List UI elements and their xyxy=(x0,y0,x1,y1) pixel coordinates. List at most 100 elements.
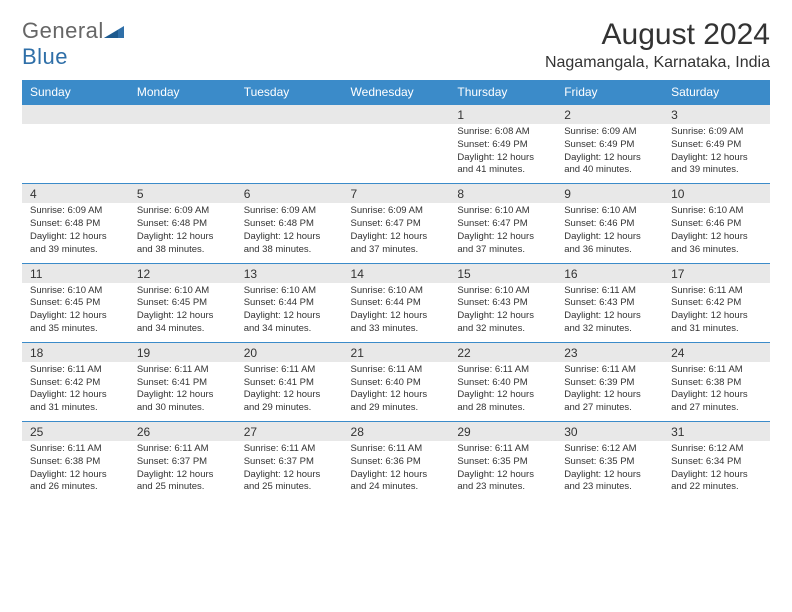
day-data: Sunrise: 6:11 AMSunset: 6:39 PMDaylight:… xyxy=(556,362,663,421)
day-number: 12 xyxy=(129,264,236,283)
day-data-row: Sunrise: 6:10 AMSunset: 6:45 PMDaylight:… xyxy=(22,283,770,343)
day-cell-data: Sunrise: 6:09 AMSunset: 6:47 PMDaylight:… xyxy=(343,203,450,263)
day-cell-number xyxy=(129,105,236,125)
day-cell-data: Sunrise: 6:10 AMSunset: 6:46 PMDaylight:… xyxy=(556,203,663,263)
day-cell-number: 25 xyxy=(22,422,129,442)
day-cell-number: 2 xyxy=(556,105,663,125)
day-data: Sunrise: 6:11 AMSunset: 6:40 PMDaylight:… xyxy=(449,362,556,421)
day-data: Sunrise: 6:08 AMSunset: 6:49 PMDaylight:… xyxy=(449,124,556,183)
day-number-row: 45678910 xyxy=(22,184,770,204)
day-cell-number: 4 xyxy=(22,184,129,204)
day-cell-number: 13 xyxy=(236,263,343,283)
day-cell-data: Sunrise: 6:10 AMSunset: 6:45 PMDaylight:… xyxy=(22,283,129,343)
day-cell-number: 1 xyxy=(449,105,556,125)
calendar-body: 123 Sunrise: 6:08 AMSunset: 6:49 PMDayli… xyxy=(22,105,770,501)
day-cell-number: 5 xyxy=(129,184,236,204)
day-cell-data: Sunrise: 6:10 AMSunset: 6:43 PMDaylight:… xyxy=(449,283,556,343)
calendar-page: GeneralBlue August 2024 Nagamangala, Kar… xyxy=(0,0,792,518)
day-number: 6 xyxy=(236,184,343,203)
day-data-row: Sunrise: 6:11 AMSunset: 6:38 PMDaylight:… xyxy=(22,441,770,500)
day-cell-number: 14 xyxy=(343,263,450,283)
day-cell-data: Sunrise: 6:11 AMSunset: 6:42 PMDaylight:… xyxy=(663,283,770,343)
day-data: Sunrise: 6:09 AMSunset: 6:48 PMDaylight:… xyxy=(129,203,236,262)
day-cell-data: Sunrise: 6:08 AMSunset: 6:49 PMDaylight:… xyxy=(449,124,556,184)
day-data: Sunrise: 6:11 AMSunset: 6:37 PMDaylight:… xyxy=(129,441,236,500)
day-data: Sunrise: 6:11 AMSunset: 6:41 PMDaylight:… xyxy=(129,362,236,421)
day-cell-number: 16 xyxy=(556,263,663,283)
day-cell-number: 26 xyxy=(129,422,236,442)
day-cell-number: 20 xyxy=(236,342,343,362)
weekday-header: Friday xyxy=(556,80,663,105)
day-cell-number: 9 xyxy=(556,184,663,204)
day-cell-data: Sunrise: 6:10 AMSunset: 6:46 PMDaylight:… xyxy=(663,203,770,263)
day-data: Sunrise: 6:12 AMSunset: 6:35 PMDaylight:… xyxy=(556,441,663,500)
day-number: 29 xyxy=(449,422,556,441)
day-cell-number: 7 xyxy=(343,184,450,204)
day-number: 28 xyxy=(343,422,450,441)
location: Nagamangala, Karnataka, India xyxy=(545,54,770,72)
day-data: Sunrise: 6:11 AMSunset: 6:38 PMDaylight:… xyxy=(22,441,129,500)
day-cell-data: Sunrise: 6:11 AMSunset: 6:37 PMDaylight:… xyxy=(236,441,343,500)
day-cell-data xyxy=(343,124,450,184)
day-number: 8 xyxy=(449,184,556,203)
day-number: 16 xyxy=(556,264,663,283)
day-number: 13 xyxy=(236,264,343,283)
day-data: Sunrise: 6:10 AMSunset: 6:45 PMDaylight:… xyxy=(22,283,129,342)
day-data: Sunrise: 6:11 AMSunset: 6:42 PMDaylight:… xyxy=(663,283,770,342)
day-number: 10 xyxy=(663,184,770,203)
day-number: 4 xyxy=(22,184,129,203)
day-cell-number xyxy=(236,105,343,125)
weekday-header: Wednesday xyxy=(343,80,450,105)
day-cell-data: Sunrise: 6:11 AMSunset: 6:41 PMDaylight:… xyxy=(129,362,236,422)
day-cell-data: Sunrise: 6:11 AMSunset: 6:42 PMDaylight:… xyxy=(22,362,129,422)
day-cell-data: Sunrise: 6:10 AMSunset: 6:47 PMDaylight:… xyxy=(449,203,556,263)
day-cell-data: Sunrise: 6:11 AMSunset: 6:38 PMDaylight:… xyxy=(22,441,129,500)
day-number: 31 xyxy=(663,422,770,441)
day-cell-number: 23 xyxy=(556,342,663,362)
day-cell-number: 3 xyxy=(663,105,770,125)
day-cell-number xyxy=(22,105,129,125)
day-cell-data xyxy=(129,124,236,184)
calendar-table: SundayMondayTuesdayWednesdayThursdayFrid… xyxy=(22,80,770,500)
header: GeneralBlue August 2024 Nagamangala, Kar… xyxy=(22,18,770,72)
day-cell-number: 31 xyxy=(663,422,770,442)
day-data: Sunrise: 6:10 AMSunset: 6:45 PMDaylight:… xyxy=(129,283,236,342)
day-number: 30 xyxy=(556,422,663,441)
day-number-row: 11121314151617 xyxy=(22,263,770,283)
day-data: Sunrise: 6:09 AMSunset: 6:47 PMDaylight:… xyxy=(343,203,450,262)
day-number-row: 25262728293031 xyxy=(22,422,770,442)
day-number: 5 xyxy=(129,184,236,203)
day-number: 22 xyxy=(449,343,556,362)
day-data: Sunrise: 6:11 AMSunset: 6:38 PMDaylight:… xyxy=(663,362,770,421)
day-data: Sunrise: 6:11 AMSunset: 6:35 PMDaylight:… xyxy=(449,441,556,500)
logo-text-general: General xyxy=(22,18,104,43)
day-cell-data: Sunrise: 6:11 AMSunset: 6:38 PMDaylight:… xyxy=(663,362,770,422)
logo-text: GeneralBlue xyxy=(22,18,124,70)
day-number: 26 xyxy=(129,422,236,441)
day-cell-number: 12 xyxy=(129,263,236,283)
day-data: Sunrise: 6:09 AMSunset: 6:48 PMDaylight:… xyxy=(22,203,129,262)
day-cell-number: 28 xyxy=(343,422,450,442)
day-cell-data: Sunrise: 6:11 AMSunset: 6:36 PMDaylight:… xyxy=(343,441,450,500)
day-cell-number: 29 xyxy=(449,422,556,442)
day-data: Sunrise: 6:09 AMSunset: 6:49 PMDaylight:… xyxy=(556,124,663,183)
logo-triangle-icon xyxy=(104,18,124,44)
day-cell-data: Sunrise: 6:10 AMSunset: 6:45 PMDaylight:… xyxy=(129,283,236,343)
day-cell-data: Sunrise: 6:09 AMSunset: 6:49 PMDaylight:… xyxy=(663,124,770,184)
day-cell-number: 22 xyxy=(449,342,556,362)
day-number: 24 xyxy=(663,343,770,362)
day-cell-data xyxy=(22,124,129,184)
day-number-row: 18192021222324 xyxy=(22,342,770,362)
day-cell-number: 18 xyxy=(22,342,129,362)
day-cell-number: 30 xyxy=(556,422,663,442)
day-cell-data: Sunrise: 6:11 AMSunset: 6:43 PMDaylight:… xyxy=(556,283,663,343)
day-cell-number: 11 xyxy=(22,263,129,283)
weekday-header: Monday xyxy=(129,80,236,105)
day-data: Sunrise: 6:11 AMSunset: 6:43 PMDaylight:… xyxy=(556,283,663,342)
day-data-row: Sunrise: 6:11 AMSunset: 6:42 PMDaylight:… xyxy=(22,362,770,422)
day-cell-data: Sunrise: 6:11 AMSunset: 6:40 PMDaylight:… xyxy=(449,362,556,422)
day-cell-data: Sunrise: 6:11 AMSunset: 6:39 PMDaylight:… xyxy=(556,362,663,422)
day-data: Sunrise: 6:10 AMSunset: 6:44 PMDaylight:… xyxy=(343,283,450,342)
calendar-header-row: SundayMondayTuesdayWednesdayThursdayFrid… xyxy=(22,80,770,105)
day-data: Sunrise: 6:10 AMSunset: 6:46 PMDaylight:… xyxy=(556,203,663,262)
